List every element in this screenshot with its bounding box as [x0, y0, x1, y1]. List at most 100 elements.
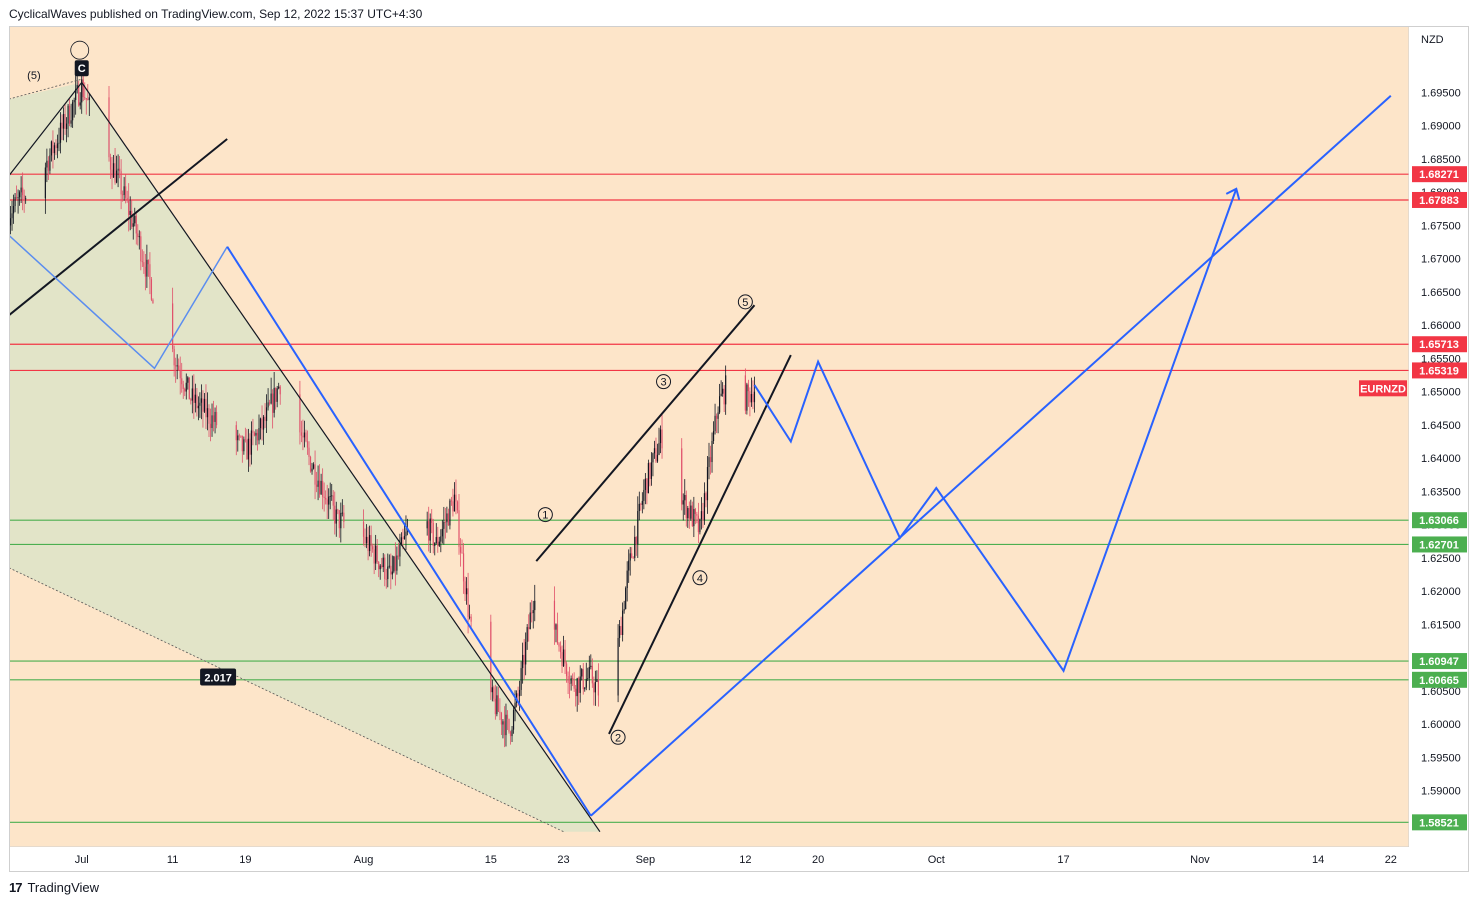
candle-body — [717, 412, 719, 419]
candle-body — [147, 259, 149, 265]
candle-body — [85, 98, 87, 100]
candle-body — [644, 478, 646, 490]
candle-body — [576, 678, 578, 697]
tradingview-brand[interactable]: 17 TradingView — [9, 880, 99, 895]
candle-body — [656, 454, 659, 462]
candle-body — [120, 171, 122, 195]
candle-body — [303, 432, 306, 438]
candle-body — [250, 430, 253, 455]
candle-body — [469, 616, 471, 618]
candle-body — [520, 668, 522, 690]
candle-body — [658, 443, 660, 455]
candle-body — [332, 495, 334, 506]
candle-body — [211, 415, 213, 429]
candle-body — [9, 218, 12, 226]
candle-body — [558, 643, 560, 647]
candle-body — [19, 192, 21, 198]
trend-lines — [9, 78, 792, 833]
candle-body — [252, 430, 254, 433]
candle-body — [629, 553, 631, 561]
candle-body — [687, 508, 689, 519]
candle-body — [531, 612, 533, 614]
candle-body — [196, 394, 198, 409]
candle-body — [73, 99, 75, 103]
candle-body — [276, 388, 278, 402]
candle-body — [464, 581, 466, 595]
y-tick-label: 1.62500 — [1421, 553, 1461, 565]
candle-body — [334, 505, 336, 524]
candle-body — [405, 531, 407, 537]
candle-body — [385, 578, 387, 580]
candle-body — [61, 122, 63, 129]
candle-body — [179, 369, 181, 379]
candle-body — [444, 521, 446, 523]
candle-body — [446, 513, 448, 523]
candle-body — [655, 448, 657, 462]
candle-body — [690, 505, 692, 519]
candle-body — [15, 197, 18, 199]
candle-body — [384, 557, 386, 579]
candle-body — [259, 418, 262, 429]
candle-body — [652, 453, 654, 463]
long-uptrend-line — [590, 95, 1392, 817]
light-projection — [9, 234, 228, 370]
candle-body — [370, 535, 372, 547]
candle-body — [462, 553, 465, 582]
candle-body — [699, 519, 701, 533]
candle-body — [573, 678, 575, 689]
candle-body — [526, 627, 528, 642]
candle-body — [720, 393, 722, 397]
candle-body — [744, 375, 746, 411]
candle-body — [244, 439, 246, 441]
tradingview-logo-icon: 17 — [9, 880, 23, 895]
candle-body — [122, 194, 124, 196]
wedge-fill — [9, 82, 600, 832]
candle-body — [341, 512, 343, 514]
candle-body — [75, 88, 77, 100]
x-tick-label: Oct — [928, 854, 945, 866]
candle-body — [214, 411, 216, 422]
elliott-wave-label: 3 — [656, 374, 672, 390]
resistance-badge-bg — [1412, 362, 1467, 379]
candle-body — [237, 435, 239, 441]
x-tick-label: 20 — [812, 854, 824, 866]
x-tick-label: 23 — [557, 854, 569, 866]
candle-body — [176, 365, 178, 367]
candle-body — [625, 588, 627, 610]
candle-body — [137, 233, 139, 238]
candle-body — [172, 303, 174, 349]
candle-body — [131, 210, 133, 227]
candle-body — [235, 425, 237, 441]
candle-body — [253, 433, 256, 436]
candle-body — [752, 394, 754, 403]
candle-body — [508, 718, 510, 732]
candle-body — [623, 609, 625, 611]
candle-body — [428, 521, 430, 541]
candle-body — [461, 552, 463, 554]
wave-5-text: (5) — [27, 70, 40, 82]
candle-body — [458, 510, 460, 547]
wave-c-badge — [74, 60, 89, 77]
candle-body — [437, 537, 439, 546]
candle-body — [555, 624, 557, 630]
candle-body — [587, 678, 589, 679]
x-tick-label: 15 — [485, 854, 497, 866]
wave-circle — [692, 570, 708, 586]
candle-body — [129, 210, 131, 215]
channel-down-line — [81, 82, 601, 833]
y-tick-label: 1.60500 — [1421, 686, 1461, 698]
candle-body — [393, 556, 395, 572]
candle-body — [594, 682, 596, 693]
candle-body — [132, 223, 134, 227]
candle-body — [593, 683, 595, 693]
candle-body — [140, 236, 142, 262]
y-tick-label: 1.60000 — [1421, 719, 1461, 731]
candle-body — [643, 489, 645, 501]
x-tick-label: Nov — [1190, 854, 1210, 866]
candle-body — [696, 514, 698, 516]
candle-body — [497, 695, 499, 712]
symbol-badge-bg — [1359, 380, 1407, 397]
candle-body — [746, 384, 748, 411]
candle-body — [323, 496, 325, 499]
